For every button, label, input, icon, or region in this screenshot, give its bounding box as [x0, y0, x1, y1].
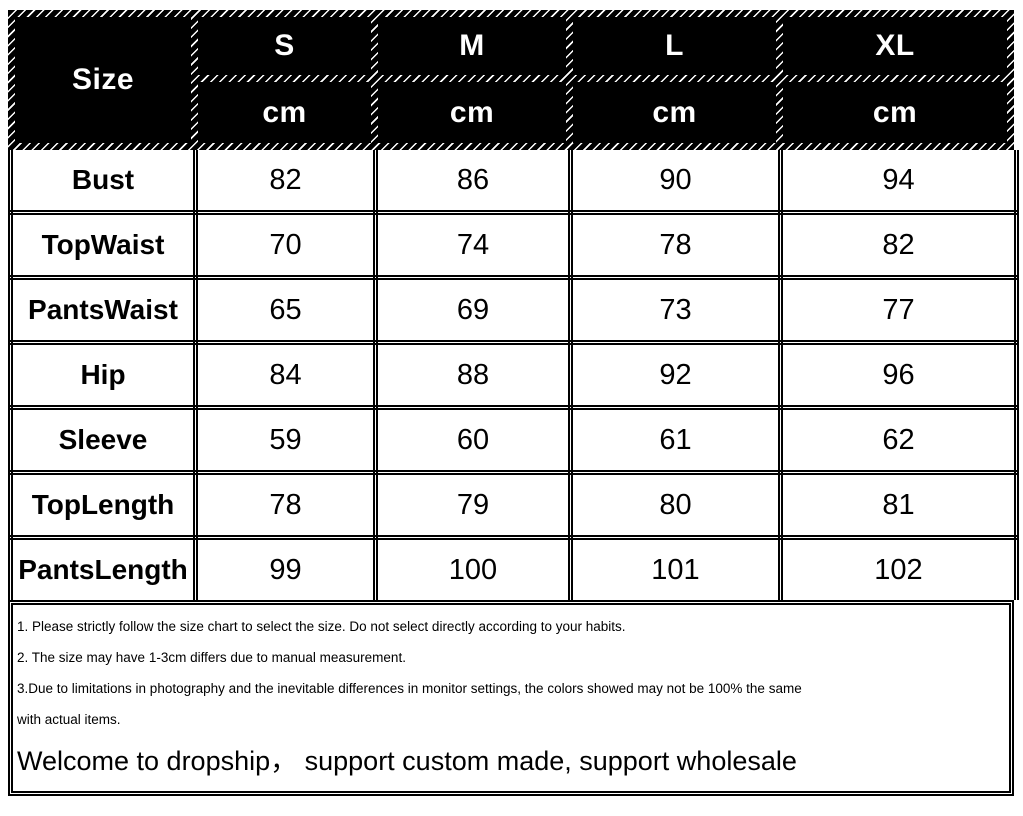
row-label-pantslength: PantsLength	[8, 535, 198, 600]
value-topwaist-xl: 82	[778, 210, 1019, 280]
note-line-4: with actual items.	[17, 712, 121, 727]
table-row-bust: Bust 82 86 90 94	[8, 150, 1019, 215]
note-line-2: 2. The size may have 1-3cm differs due t…	[17, 650, 406, 665]
value-hip-l: 92	[568, 340, 783, 410]
table-row-pantswaist: PantsWaist 65 69 73 77	[8, 275, 1019, 345]
row-label-sleeve: Sleeve	[8, 405, 198, 475]
row-label-topwaist: TopWaist	[8, 210, 198, 280]
value-sleeve-xl: 62	[778, 405, 1019, 475]
value-hip-xl: 96	[778, 340, 1019, 410]
table-row-pantslength: PantsLength 99 100 101 102	[8, 535, 1019, 600]
value-pantslength-xl: 102	[778, 535, 1019, 600]
header-size-xl: XL	[783, 17, 1007, 75]
value-bust-xl: 94	[778, 150, 1019, 215]
size-chart-header: Size S M L XL cm cm cm cm	[8, 10, 1014, 150]
value-toplength-l: 80	[568, 470, 783, 540]
note-line-3: 3.Due to limitations in photography and …	[17, 681, 802, 696]
value-pantslength-l: 101	[568, 535, 783, 600]
value-pantslength-m: 100	[373, 535, 573, 600]
header-size-m: M	[378, 17, 566, 75]
header-size-l: L	[573, 17, 776, 75]
notes-box: 1. Please strictly follow the size chart…	[8, 600, 1014, 796]
value-hip-m: 88	[373, 340, 573, 410]
header-size-s: S	[198, 17, 371, 75]
table-row-hip: Hip 84 88 92 96	[8, 340, 1019, 410]
value-sleeve-l: 61	[568, 405, 783, 475]
value-topwaist-l: 78	[568, 210, 783, 280]
header-unit-l: cm	[573, 82, 776, 143]
value-topwaist-s: 70	[193, 210, 378, 280]
header-unit-xl: cm	[783, 82, 1007, 143]
value-sleeve-m: 60	[373, 405, 573, 475]
value-toplength-m: 79	[373, 470, 573, 540]
value-pantslength-s: 99	[193, 535, 378, 600]
value-pantswaist-s: 65	[193, 275, 378, 345]
row-label-hip: Hip	[8, 340, 198, 410]
header-corner-size: Size	[15, 17, 191, 143]
value-bust-s: 82	[193, 150, 378, 215]
header-unit-s: cm	[198, 82, 371, 143]
value-topwaist-m: 74	[373, 210, 573, 280]
welcome-text: Welcome to dropship， support custom made…	[17, 746, 797, 776]
table-row-toplength: TopLength 78 79 80 81	[8, 470, 1019, 540]
value-sleeve-s: 59	[193, 405, 378, 475]
value-toplength-s: 78	[193, 470, 378, 540]
value-bust-m: 86	[373, 150, 573, 215]
note-line-1: 1. Please strictly follow the size chart…	[17, 619, 626, 634]
row-label-toplength: TopLength	[8, 470, 198, 540]
measurements-table-body: Bust 82 86 90 94 TopWaist 70 74 78 82 PantsWaist 65…	[8, 150, 1019, 600]
value-pantswaist-xl: 77	[778, 275, 1019, 345]
value-bust-l: 90	[568, 150, 783, 215]
size-chart: Size S M L XL cm cm cm cm Bust 82 86 90 94 TopWaist 7…	[8, 10, 1019, 796]
table-row-topwaist: TopWaist 70 74 78 82	[8, 210, 1019, 280]
value-pantswaist-m: 69	[373, 275, 573, 345]
measurements-table: Bust 82 86 90 94 TopWaist 70 74 78 82 PantsWaist 65…	[8, 150, 1019, 600]
value-hip-s: 84	[193, 340, 378, 410]
row-label-pantswaist: PantsWaist	[8, 275, 198, 345]
row-label-bust: Bust	[8, 150, 198, 215]
value-toplength-xl: 81	[778, 470, 1019, 540]
header-unit-m: cm	[378, 82, 566, 143]
table-row-sleeve: Sleeve 59 60 61 62	[8, 405, 1019, 475]
value-pantswaist-l: 73	[568, 275, 783, 345]
